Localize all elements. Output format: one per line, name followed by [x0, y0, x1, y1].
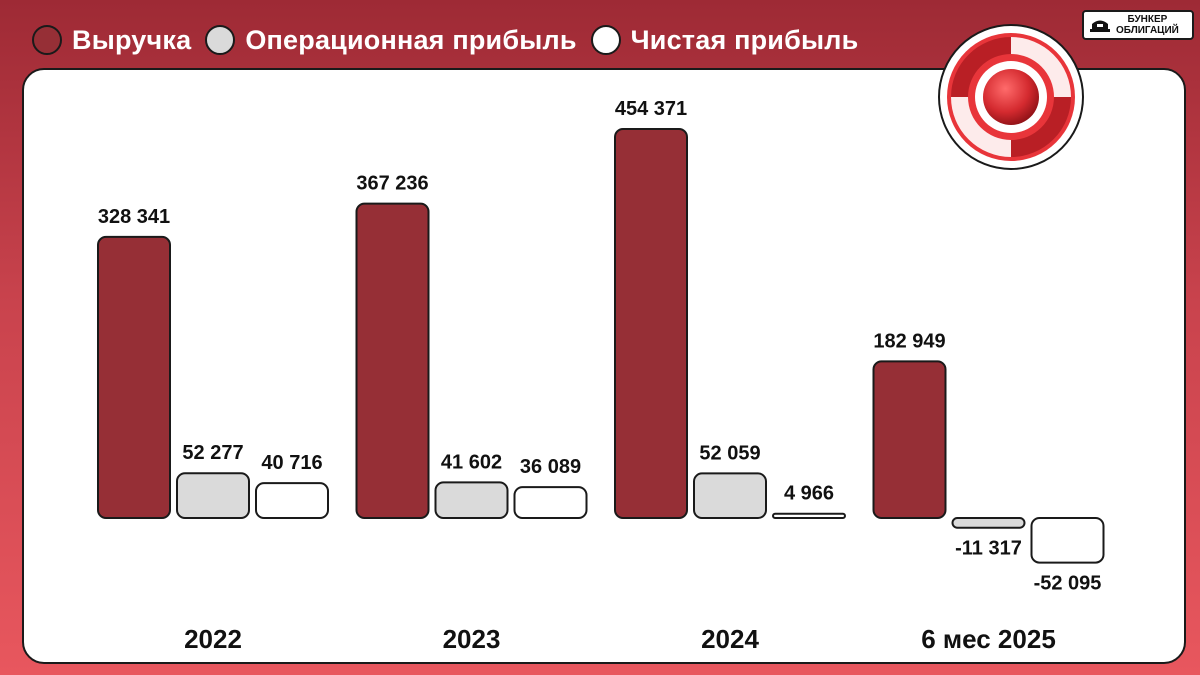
legend-label-net-profit: Чистая прибыль: [630, 24, 859, 55]
legend-item-net-profit: Чистая прибыль: [590, 24, 859, 56]
data-label-revenue-2: 454 371: [615, 98, 687, 120]
category-label-3: 6 мес 2025: [921, 624, 1056, 654]
bar-operating-profit-1: [434, 481, 509, 519]
bar-operating-profit-0: [176, 472, 250, 520]
legend-item-operating-profit: Операционная прибыль: [205, 25, 576, 56]
category-label-2: 2024: [701, 624, 759, 654]
bar-net-profit-1: [513, 486, 588, 520]
legend-label-revenue: Выручка: [72, 24, 192, 55]
bar-net-profit-3: [1030, 517, 1105, 564]
data-label-operating-profit-3: -11 317: [955, 538, 1022, 560]
category-label-0: 2022: [184, 624, 242, 654]
bar-operating-profit-2: [693, 472, 767, 520]
bar-operating-profit-3: [951, 517, 1026, 529]
data-label-revenue-3: 182 949: [873, 330, 945, 352]
bar-revenue-3: [872, 360, 947, 519]
legend-swatch-operating-profit: [205, 25, 236, 55]
legend-swatch-net-profit: [590, 25, 621, 55]
bar-revenue-1: [355, 202, 430, 520]
data-label-operating-profit-1: 41 602: [441, 451, 502, 473]
legend-item-revenue: Выручка: [32, 25, 191, 56]
legend-swatch-revenue: [32, 25, 62, 55]
bar-revenue-2: [614, 128, 688, 519]
data-label-operating-profit-2: 52 059: [699, 442, 760, 464]
legend: Выручка Операционная прибыль Чистая приб…: [32, 22, 858, 58]
brand-badge: БУНКЕР ОБЛИГАЦИЙ: [1082, 10, 1194, 40]
swirl-logo-icon: [938, 24, 1084, 170]
category-label-1: 2023: [443, 624, 501, 654]
data-label-net-profit-0: 40 716: [261, 452, 322, 474]
bar-revenue-0: [97, 235, 171, 519]
data-label-net-profit-2: 4 966: [784, 483, 834, 505]
legend-label-operating-profit: Операционная прибыль: [245, 24, 577, 55]
bar-net-profit-0: [255, 482, 329, 520]
brand-line-1: БУНКЕР: [1127, 14, 1168, 25]
bar-net-profit-2: [772, 512, 846, 520]
data-label-revenue-0: 328 341: [98, 206, 170, 228]
data-label-net-profit-1: 36 089: [520, 456, 581, 478]
data-label-revenue-1: 367 236: [356, 173, 428, 195]
bunker-icon: [1090, 20, 1110, 32]
brand-line-2: ОБЛИГАЦИЙ: [1116, 25, 1179, 36]
data-label-net-profit-3: -52 095: [1034, 573, 1102, 595]
data-label-operating-profit-0: 52 277: [182, 442, 243, 464]
